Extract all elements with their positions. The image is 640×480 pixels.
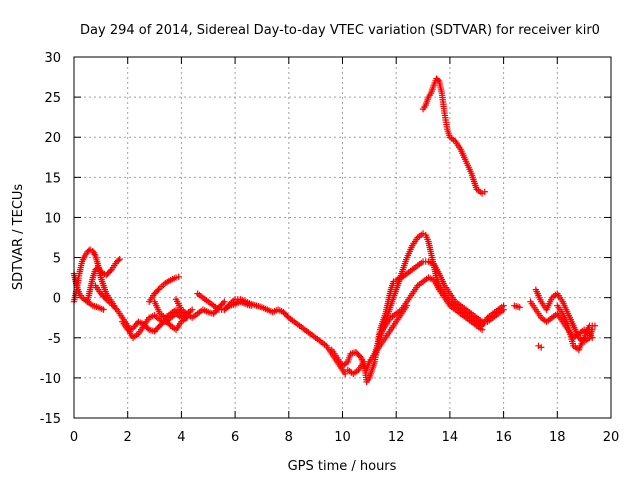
- data-point: [478, 326, 486, 333]
- y-tick-label: -15: [40, 412, 61, 427]
- chart-title: Day 294 of 2014, Sidereal Day-to-day VTE…: [80, 23, 600, 38]
- x-tick-label: 16: [495, 430, 512, 445]
- data-points: [70, 75, 599, 386]
- plot-frame: [73, 56, 612, 419]
- data-point: [481, 188, 489, 195]
- data-point: [101, 294, 109, 302]
- x-tick-label: 4: [177, 430, 185, 445]
- data-point: [225, 302, 232, 309]
- data-point: [221, 298, 228, 305]
- x-tick-label: 8: [285, 430, 293, 445]
- data-point: [537, 344, 545, 351]
- data-point: [219, 299, 227, 307]
- x-tick-label: 0: [70, 430, 78, 445]
- data-point: [284, 313, 291, 320]
- y-tick-label: 20: [44, 131, 61, 146]
- y-tick-label: 5: [53, 252, 61, 267]
- y-tick-label: -5: [48, 332, 61, 347]
- y-tick-label: 0: [53, 292, 61, 307]
- data-point: [112, 305, 119, 312]
- data-point: [107, 267, 114, 275]
- y-axis-label: SDTVAR / TECUs: [11, 184, 26, 291]
- x-tick-label: 12: [388, 430, 405, 445]
- data-point: [516, 304, 523, 311]
- x-tick-label: 6: [231, 430, 239, 445]
- data-point: [155, 286, 162, 293]
- y-tick-label: -10: [40, 372, 61, 387]
- data-point: [356, 353, 364, 360]
- y-tick-label: 30: [44, 51, 61, 66]
- x-tick-label: 10: [334, 430, 351, 445]
- data-point: [188, 306, 196, 313]
- data-point: [341, 370, 349, 378]
- y-tick-label: 25: [44, 91, 61, 106]
- grid-lines: [74, 57, 611, 418]
- data-point: [500, 302, 507, 309]
- y-tick-labels: -15 -10 -5 0 5 10 15 20 25 30: [40, 51, 61, 427]
- data-point: [100, 306, 107, 313]
- x-tick-label: 20: [603, 430, 620, 445]
- y-tick-label: 15: [44, 171, 61, 186]
- x-tick-label: 2: [124, 430, 132, 445]
- x-tick-label: 14: [442, 430, 459, 445]
- x-tick-label: 18: [549, 430, 566, 445]
- x-axis-label: GPS time / hours: [288, 459, 397, 474]
- data-point: [434, 76, 442, 84]
- data-point: [115, 257, 122, 264]
- x-tick-labels: 0 2 4 6 8 10 12 14 16 18 20: [70, 430, 619, 445]
- data-point: [591, 322, 599, 329]
- data-point: [166, 321, 173, 328]
- data-point: [175, 273, 182, 281]
- y-tick-label: 10: [44, 211, 61, 226]
- data-point: [116, 255, 123, 263]
